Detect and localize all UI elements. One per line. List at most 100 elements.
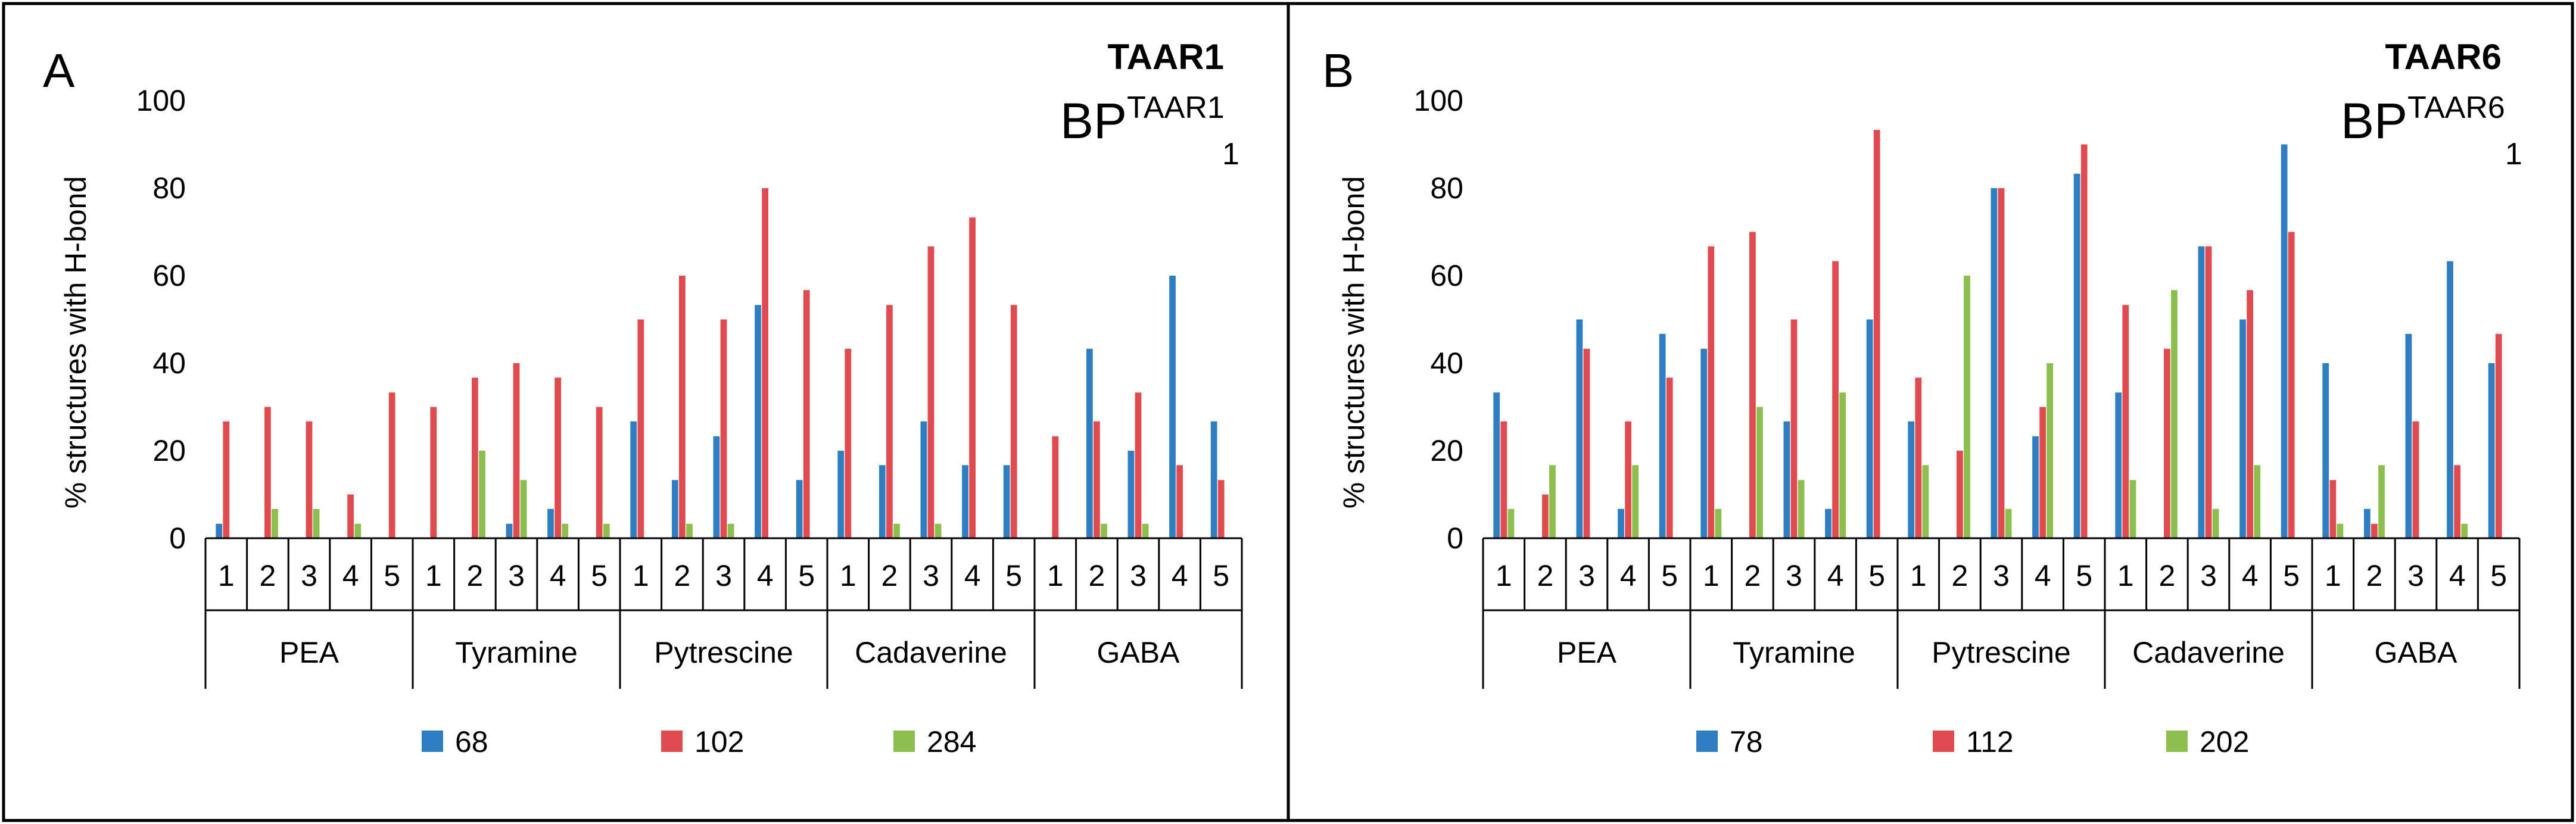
- panel-a-letter: A: [43, 44, 75, 97]
- panel-b-bar-s2: [1957, 451, 1963, 538]
- panel-a-group-label: GABA: [1097, 636, 1180, 669]
- panel-a-bar-s2: [306, 421, 313, 538]
- panel-b-y-tick-label: 80: [1430, 171, 1463, 205]
- panel-a-bar-s1: [671, 480, 678, 538]
- panel-b-x-tick-label: 1: [1910, 559, 1927, 592]
- panel-b-bar-s1: [1659, 333, 1666, 538]
- panel-b-subtitle-sup: TAAR6: [2407, 90, 2505, 125]
- panel-b-x-tick-label: 5: [1661, 559, 1678, 592]
- panel-b-group-label: Tyramine: [1733, 636, 1855, 669]
- panel-a-bar-s1: [1127, 451, 1135, 538]
- panel-a-y-tick-label: 40: [152, 347, 186, 380]
- panel-b-legend-swatch-s1: [1696, 731, 1718, 752]
- panel-b-bar-s2: [1915, 377, 1922, 538]
- panel-b-bar-s2: [2247, 290, 2253, 538]
- panel-b-bar-s3: [1549, 465, 1556, 538]
- panel-b-x-tick-label: 2: [2366, 559, 2382, 592]
- panel-a-bar-s1: [1210, 421, 1217, 538]
- panel-b-x-tick-label: 4: [2449, 559, 2466, 592]
- panel-b-bar-s2: [2495, 333, 2502, 538]
- panel-b-bar-s1: [2322, 363, 2329, 538]
- panel-a-bar-s1: [962, 465, 968, 538]
- panel-a-bar-s3: [313, 508, 320, 538]
- panel-b-x-tick-label: 4: [2242, 559, 2259, 592]
- panel-b-bar-s3: [2005, 508, 2012, 538]
- panel-b-bar-s3: [1632, 465, 1639, 538]
- panel-a-bar-s2: [555, 377, 561, 538]
- panel-b-bar-s2: [2122, 305, 2129, 538]
- panel-b-group-label: Pytrescine: [1932, 636, 2070, 669]
- panel-b-subtitle-base: BP: [2341, 93, 2407, 149]
- panel-b-x-tick-label: 3: [2407, 559, 2424, 592]
- panel-a-legend-swatch-s2: [661, 731, 683, 752]
- panel-a-bar-s3: [562, 523, 569, 538]
- panel-a-title: TAAR1: [1107, 37, 1224, 77]
- panel-b-bar-s2: [2329, 480, 2337, 538]
- panel-a-x-tick-label: 5: [798, 559, 815, 592]
- panel-a-bar-s1: [879, 465, 886, 538]
- panel-a-bar-s2: [1217, 480, 1225, 538]
- panel-b-bar-s1: [2198, 246, 2205, 538]
- panel-a-y-tick-label: 80: [152, 171, 186, 205]
- panel-a-subtitle-sub: 1: [1222, 137, 1239, 171]
- panel-a-bar-s2: [347, 494, 354, 538]
- panel-a-bar-s1: [920, 421, 927, 538]
- panel-b-bar-s3: [1964, 276, 1970, 538]
- panel-a-bar-s1: [1003, 465, 1010, 538]
- panel-a-legend-label-s2: 102: [694, 725, 744, 759]
- panel-b-bar-s2: [2080, 144, 2088, 538]
- panel-b-x-tick-label: 3: [1578, 559, 1595, 592]
- panel-b-bar-s2: [1749, 232, 1756, 538]
- panel-b-bar-s2: [1666, 377, 1673, 538]
- panel-b-bar-s1: [1908, 421, 1915, 538]
- panel-b-bar-s2: [1542, 494, 1549, 538]
- panel-a-bar-s1: [547, 508, 554, 538]
- panel-a-x-tick-label: 1: [840, 559, 856, 592]
- panel-b-bar-s1: [2363, 508, 2371, 538]
- panel-b-bar-s1: [1576, 319, 1583, 538]
- panel-a-bar-s3: [1101, 523, 1107, 538]
- panel-a-bar-s2: [596, 407, 603, 538]
- panel-a-bar-s2: [886, 305, 893, 538]
- panel-b-y-tick-label: 20: [1430, 434, 1463, 467]
- panel-a-x-tick-label: 2: [466, 559, 483, 592]
- panel-a-bar-s2: [223, 421, 230, 538]
- panel-b-bar-s2: [2164, 348, 2170, 538]
- panel-a-legend-label-s1: 68: [455, 725, 488, 759]
- panel-a-bar-s2: [472, 377, 478, 538]
- panel-b-bar-s2: [1583, 348, 1590, 538]
- panel-a-bar-s3: [479, 451, 485, 538]
- panel-b-bar-s3: [2337, 523, 2344, 538]
- panel-a-bar-s1: [506, 523, 513, 538]
- panel-b-x-tick-label: 5: [2490, 559, 2507, 592]
- panel-a-x-tick-label: 4: [550, 559, 566, 592]
- panel-a-bar-s2: [1176, 465, 1183, 538]
- panel-b-bar-s2: [1625, 421, 1631, 538]
- panel-b-group-label: GABA: [2375, 636, 2458, 669]
- panel-a-group-label: Pytrescine: [654, 636, 793, 669]
- panel-b-legend-label-s2: 112: [1966, 725, 2014, 759]
- panel-a-bar-s3: [520, 480, 527, 538]
- panel-a-x-tick-label: 2: [674, 559, 690, 592]
- panel-b-bar-s2: [1998, 188, 2005, 538]
- panel-b-bar-s1: [2488, 363, 2495, 538]
- panel-b-bar-s3: [1922, 465, 1929, 538]
- panel-b-legend-swatch-s3: [2166, 731, 2188, 752]
- panel-a-bar-s2: [720, 319, 727, 538]
- panel-b-bar-s2: [1832, 261, 1839, 538]
- panel-a-x-tick-label: 1: [218, 559, 235, 592]
- panel-b-bar-s3: [1507, 508, 1515, 538]
- panel-a-bar-s2: [1010, 305, 1017, 538]
- panel-a-y-label: % structures with H-bond: [59, 176, 92, 509]
- panel-a-legend-swatch-s1: [422, 731, 443, 752]
- panel-a-x-tick-label: 4: [757, 559, 774, 592]
- panel-a-bar-s2: [679, 276, 686, 538]
- panel-b-bar-s2: [2288, 232, 2295, 538]
- panel-a-x-tick-label: 4: [342, 559, 359, 592]
- panel-b-x-tick-label: 1: [2325, 559, 2341, 592]
- panel-b-bar-s2: [2039, 407, 2046, 538]
- panel-a-bar-s2: [927, 246, 935, 538]
- panel-b-bar-s3: [2129, 480, 2136, 538]
- panel-b-bar-s1: [2239, 319, 2246, 538]
